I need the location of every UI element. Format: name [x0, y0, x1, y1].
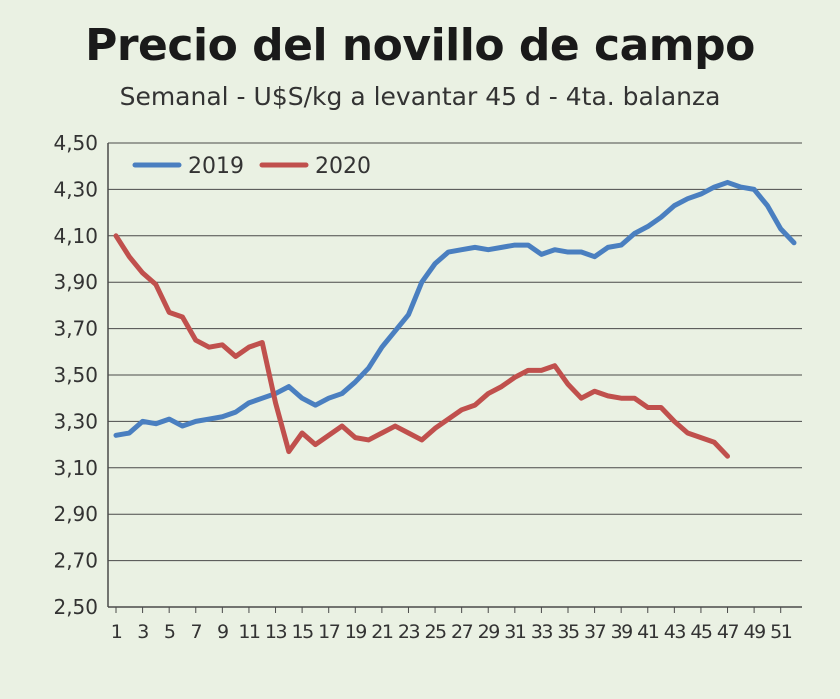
y-tick-label: 3,70: [53, 317, 98, 341]
x-tick-label: 11: [238, 621, 260, 643]
x-tick-label: 45: [690, 621, 712, 643]
y-tick-label: 3,90: [53, 270, 98, 294]
y-tick-label: 3,50: [53, 363, 98, 387]
x-tick-label: 35: [557, 621, 579, 643]
x-tick-label: 27: [451, 621, 473, 643]
y-tick-label: 2,90: [53, 502, 98, 526]
x-axis-ticks: 1 3 5 7 9 11 13 15 17 19 21 23 25 27 29 31 33 35 37 39 41 43 4…: [111, 607, 793, 643]
y-tick-label: 3,10: [53, 456, 98, 480]
x-tick-label: 31: [504, 621, 526, 643]
x-tick-label: 49: [744, 621, 766, 643]
series-line-2020: [113, 233, 731, 459]
x-tick-label: 33: [531, 621, 553, 643]
x-tick-label: 7: [190, 621, 201, 643]
x-tick-label: 39: [611, 621, 633, 643]
x-tick-label: 51: [770, 621, 792, 643]
x-tick-label: 25: [424, 621, 446, 643]
y-tick-label: 4,10: [53, 224, 98, 248]
x-tick-label: 9: [217, 621, 228, 643]
legend-label-2020: 2020: [315, 154, 371, 179]
x-tick-label: 1: [111, 621, 122, 643]
x-tick-label: 19: [345, 621, 367, 643]
x-tick-label: 29: [478, 621, 500, 643]
legend-label-2019: 2019: [188, 154, 244, 179]
y-tick-label: 4,30: [53, 177, 98, 201]
chart-title: Precio del novillo de campo: [85, 20, 755, 71]
x-tick-label: 13: [265, 621, 287, 643]
series-lines: [113, 179, 797, 459]
y-tick-label: 2,50: [53, 595, 98, 619]
x-tick-label: 17: [318, 621, 340, 643]
x-tick-label: 43: [664, 621, 686, 643]
chart-subtitle: Semanal - U$S/kg a levantar 45 d - 4ta. …: [119, 82, 721, 111]
x-tick-label: 3: [137, 621, 148, 643]
x-tick-label: 47: [717, 621, 739, 643]
y-tick-label: 3,30: [53, 409, 98, 433]
x-tick-label: 15: [292, 621, 314, 643]
y-tick-label: 4,50: [53, 131, 98, 155]
x-tick-label: 41: [637, 621, 659, 643]
x-tick-label: 37: [584, 621, 606, 643]
series-line-2019: [113, 179, 797, 438]
x-tick-label: 23: [398, 621, 420, 643]
y-axis-ticks: 4,50 4,30 4,10 3,90 3,70 3,50 3,30 3,10 2,90 2,70…: [53, 131, 98, 619]
x-tick-label: 5: [164, 621, 175, 643]
x-tick-label: 21: [371, 621, 393, 643]
legend: 2019 2020: [132, 154, 371, 179]
grid-lines: [107, 142, 802, 608]
y-tick-label: 2,70: [53, 549, 98, 573]
